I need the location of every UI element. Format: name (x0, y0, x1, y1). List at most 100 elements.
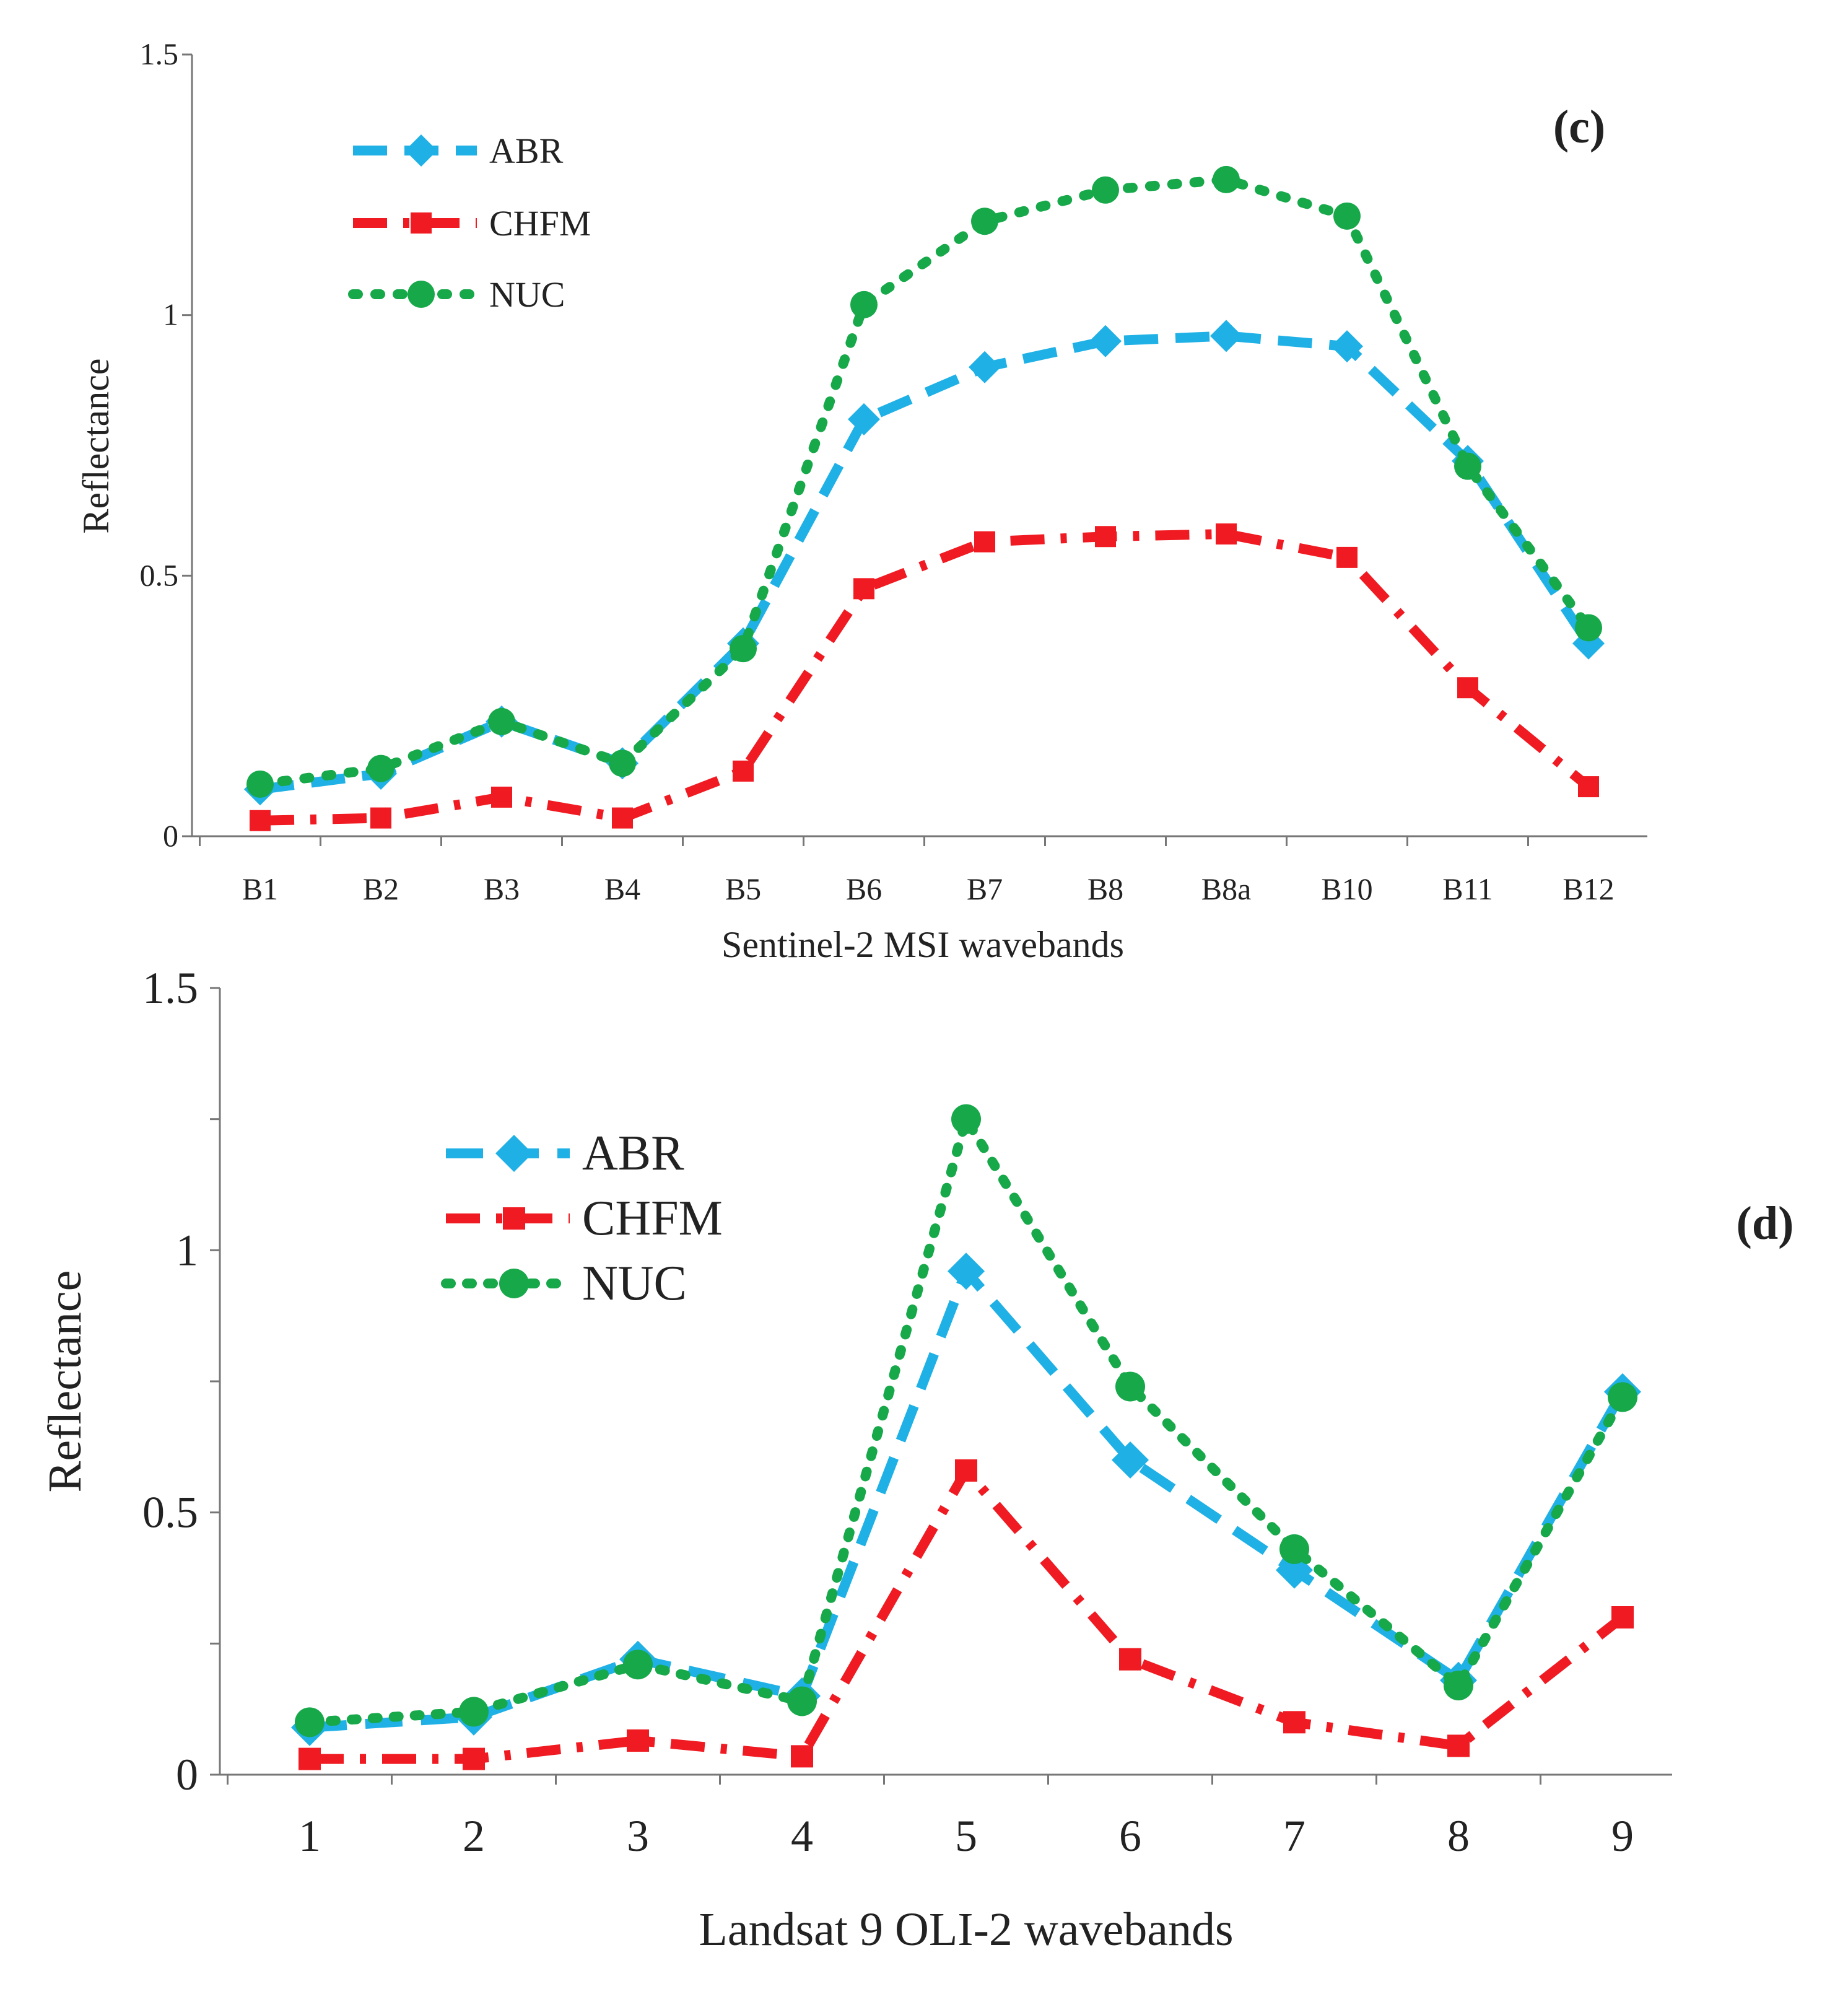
data-point (850, 291, 878, 318)
data-point (299, 1747, 321, 1770)
data-point (948, 1252, 985, 1290)
series-line (310, 1465, 1626, 1764)
data-point (367, 754, 394, 782)
panel-label: (d) (1737, 1197, 1794, 1249)
data-point (951, 1104, 981, 1134)
legend-marker (405, 134, 437, 167)
data-point (1095, 526, 1116, 548)
data-point (1578, 776, 1599, 798)
legend-label: ABR (489, 131, 564, 171)
legend-label: NUC (582, 1256, 687, 1311)
y-tick-label: 1.5 (142, 963, 198, 1013)
x-tick-label: B3 (484, 872, 520, 906)
legend-entry-chfm: CHFM (446, 1191, 723, 1246)
data-point (459, 1697, 489, 1727)
series-abr (291, 1252, 1641, 1746)
data-point (1112, 1441, 1149, 1479)
data-point (463, 1747, 485, 1770)
legend-label: CHFM (489, 203, 591, 243)
data-point (733, 760, 754, 782)
x-tick-label: B6 (846, 872, 882, 906)
x-tick-label: B12 (1563, 872, 1614, 906)
x-tick-label: B7 (967, 872, 1003, 906)
data-point (848, 403, 880, 435)
x-tick-label: B11 (1442, 872, 1493, 906)
y-axis-title: Reflectance (39, 1270, 91, 1493)
data-point (295, 1707, 325, 1738)
x-tick-label: B2 (363, 872, 399, 906)
data-point (370, 807, 391, 829)
y-tick-label: 0.5 (140, 557, 179, 592)
data-point (730, 635, 757, 663)
data-point (971, 208, 998, 235)
legend-entry-nuc: NUC (348, 274, 565, 315)
data-point (609, 750, 636, 777)
data-point (955, 1459, 977, 1482)
data-point (488, 707, 515, 735)
data-point (1336, 546, 1358, 568)
legend: ABR CHFM NUC (441, 1126, 723, 1311)
data-point (1575, 614, 1602, 642)
legend-marker (495, 1135, 533, 1172)
y-tick-label: 0 (176, 1750, 198, 1799)
data-point (1210, 320, 1242, 352)
data-point (1216, 523, 1237, 545)
data-point (1333, 202, 1361, 230)
y-tick-label: 0 (163, 818, 178, 853)
y-tick-label: 1 (176, 1225, 198, 1275)
data-point (623, 1650, 653, 1680)
x-axis-title: Landsat 9 OLI-2 wavebands (699, 1904, 1233, 1956)
x-tick-label: 5 (955, 1811, 977, 1861)
data-point (787, 1686, 817, 1716)
legend-marker (499, 1269, 529, 1298)
data-point (974, 531, 995, 553)
series-nuc (246, 165, 1602, 798)
legend-marker (503, 1207, 525, 1230)
data-point (612, 807, 633, 829)
y-tick-label: 1 (163, 297, 178, 332)
chart-c: 0 0.5 1 1.5 B1 B2 B3 B4 B5 B6 B7 B8 B8a B10 B11 B12 Sent… (76, 37, 1647, 965)
x-tick-label: B5 (725, 872, 761, 906)
legend-label: CHFM (582, 1191, 723, 1246)
x-tick-label: B1 (242, 872, 278, 906)
x-axis-title: Sentinel-2 MSI wavebands (721, 924, 1124, 965)
data-point (1279, 1534, 1309, 1564)
data-point (853, 578, 874, 600)
series-line (305, 1114, 1628, 1728)
legend: ABR CHFM NUC (348, 131, 591, 315)
data-point (250, 810, 271, 831)
legend-marker (408, 281, 435, 308)
data-point (791, 1745, 813, 1768)
x-tick-label: 6 (1119, 1811, 1141, 1861)
legend-label: NUC (489, 274, 565, 315)
data-point (246, 770, 274, 798)
legend-entry-chfm: CHFM (353, 203, 591, 243)
data-point (1115, 1371, 1145, 1402)
data-point (969, 351, 1001, 383)
data-point (1611, 1606, 1634, 1628)
data-point (1119, 1648, 1141, 1671)
series-chfm (250, 523, 1599, 831)
x-tick-label: 9 (1611, 1811, 1634, 1861)
legend-label: ABR (582, 1126, 684, 1181)
y-tick-label: 1.5 (140, 37, 179, 71)
legend-entry-abr: ABR (446, 1126, 684, 1181)
series-line (259, 529, 1592, 826)
data-point (1457, 677, 1478, 699)
data-point (1283, 1711, 1305, 1734)
series-line (255, 174, 1593, 789)
y-tick-label: 0.5 (142, 1488, 198, 1537)
y-axis-title: Reflectance (76, 358, 116, 533)
x-tick-label: B8 (1087, 872, 1123, 906)
data-point (491, 786, 512, 808)
x-tick-label: B8a (1201, 872, 1252, 906)
data-point (1089, 325, 1122, 357)
data-point (1213, 165, 1240, 193)
series-line (309, 1266, 1627, 1733)
legend-marker (411, 212, 432, 234)
data-point (1447, 1734, 1470, 1757)
series-nuc (295, 1104, 1637, 1738)
x-tick-label: 8 (1447, 1811, 1470, 1861)
x-tick-label: 4 (791, 1811, 813, 1861)
